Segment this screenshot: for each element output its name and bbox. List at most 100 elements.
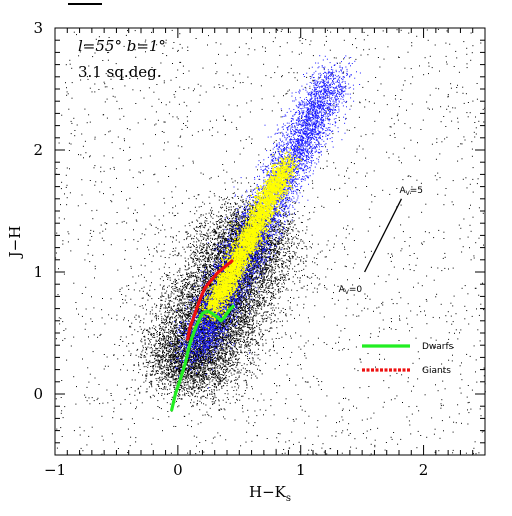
- star-point: [247, 281, 248, 283]
- star-point: [232, 217, 234, 219]
- star-point: [413, 385, 415, 387]
- star-point: [326, 108, 328, 110]
- star-point: [359, 335, 360, 336]
- star-point: [404, 80, 406, 82]
- star-point: [199, 280, 201, 282]
- star-point: [210, 275, 212, 277]
- star-point: [86, 122, 88, 124]
- star-point: [206, 289, 208, 291]
- star-point: [256, 305, 258, 307]
- star-point: [208, 379, 210, 381]
- star-point: [193, 336, 195, 338]
- star-point: [244, 314, 246, 316]
- star-point: [139, 391, 141, 393]
- star-point: [157, 406, 159, 407]
- star-point: [228, 199, 230, 201]
- star-point: [207, 266, 208, 268]
- star-point: [207, 294, 209, 296]
- star-point: [207, 348, 209, 350]
- star-point: [265, 258, 267, 260]
- star-point: [238, 277, 240, 279]
- star-point: [411, 45, 413, 47]
- star-point: [261, 108, 263, 110]
- star-point: [205, 91, 207, 93]
- star-point: [208, 274, 209, 276]
- star-point: [148, 249, 150, 251]
- star-point: [443, 430, 444, 432]
- star-point: [169, 362, 171, 364]
- star-point: [195, 38, 197, 39]
- star-point: [237, 224, 239, 226]
- star-point: [305, 342, 307, 344]
- star-point: [275, 248, 277, 250]
- star-point: [55, 398, 57, 400]
- star-point: [133, 212, 134, 214]
- star-point: [242, 336, 244, 338]
- star-point: [94, 138, 96, 140]
- star-point: [99, 232, 101, 234]
- star-point: [435, 87, 437, 89]
- star-point: [205, 440, 207, 442]
- star-point: [206, 321, 208, 323]
- star-point: [75, 403, 77, 405]
- star-point: [442, 257, 444, 259]
- star-point: [220, 258, 221, 259]
- star-point: [198, 101, 200, 103]
- star-point: [195, 386, 197, 388]
- star-point: [297, 394, 299, 395]
- star-point: [289, 31, 291, 33]
- star-point: [163, 45, 165, 47]
- star-point: [243, 304, 245, 306]
- star-point: [478, 314, 480, 316]
- star-point: [165, 39, 167, 41]
- star-point: [240, 310, 241, 311]
- star-point: [240, 230, 242, 232]
- star-point: [277, 286, 279, 287]
- star-point: [319, 77, 320, 79]
- star-point: [197, 423, 199, 425]
- star-point: [135, 354, 137, 356]
- star-point: [391, 298, 393, 300]
- star-point: [338, 116, 340, 118]
- star-point: [63, 273, 65, 275]
- star-point: [417, 142, 418, 144]
- star-point: [242, 82, 244, 83]
- star-point: [169, 311, 171, 313]
- star-point: [108, 51, 110, 53]
- star-point: [195, 453, 197, 455]
- star-point: [136, 248, 138, 250]
- star-point: [172, 116, 174, 118]
- star-point: [267, 292, 269, 293]
- star-point: [164, 338, 166, 339]
- star-point: [212, 437, 214, 439]
- star-point: [296, 237, 297, 239]
- star-point: [357, 303, 359, 305]
- star-point: [99, 403, 101, 405]
- star-point: [379, 331, 380, 333]
- star-point: [355, 187, 357, 189]
- star-point: [201, 363, 202, 365]
- star-point: [229, 354, 231, 356]
- star-point: [347, 225, 349, 227]
- star-point: [274, 72, 276, 74]
- star-point: [199, 400, 201, 402]
- star-point: [160, 305, 162, 307]
- star-point: [419, 159, 421, 161]
- star-point: [304, 245, 306, 247]
- star-point: [230, 317, 231, 319]
- star-point: [391, 438, 393, 440]
- star-point: [216, 360, 217, 362]
- star-point: [195, 277, 197, 279]
- star-point: [192, 244, 194, 245]
- star-point: [176, 369, 178, 371]
- star-point: [293, 169, 294, 171]
- star-point: [359, 102, 361, 104]
- star-point: [273, 260, 275, 262]
- star-point: [203, 358, 205, 360]
- star-point: [106, 70, 108, 72]
- star-point: [186, 116, 188, 118]
- star-point: [455, 329, 457, 331]
- star-point: [167, 278, 169, 280]
- star-point: [254, 335, 256, 337]
- star-point: [158, 354, 160, 356]
